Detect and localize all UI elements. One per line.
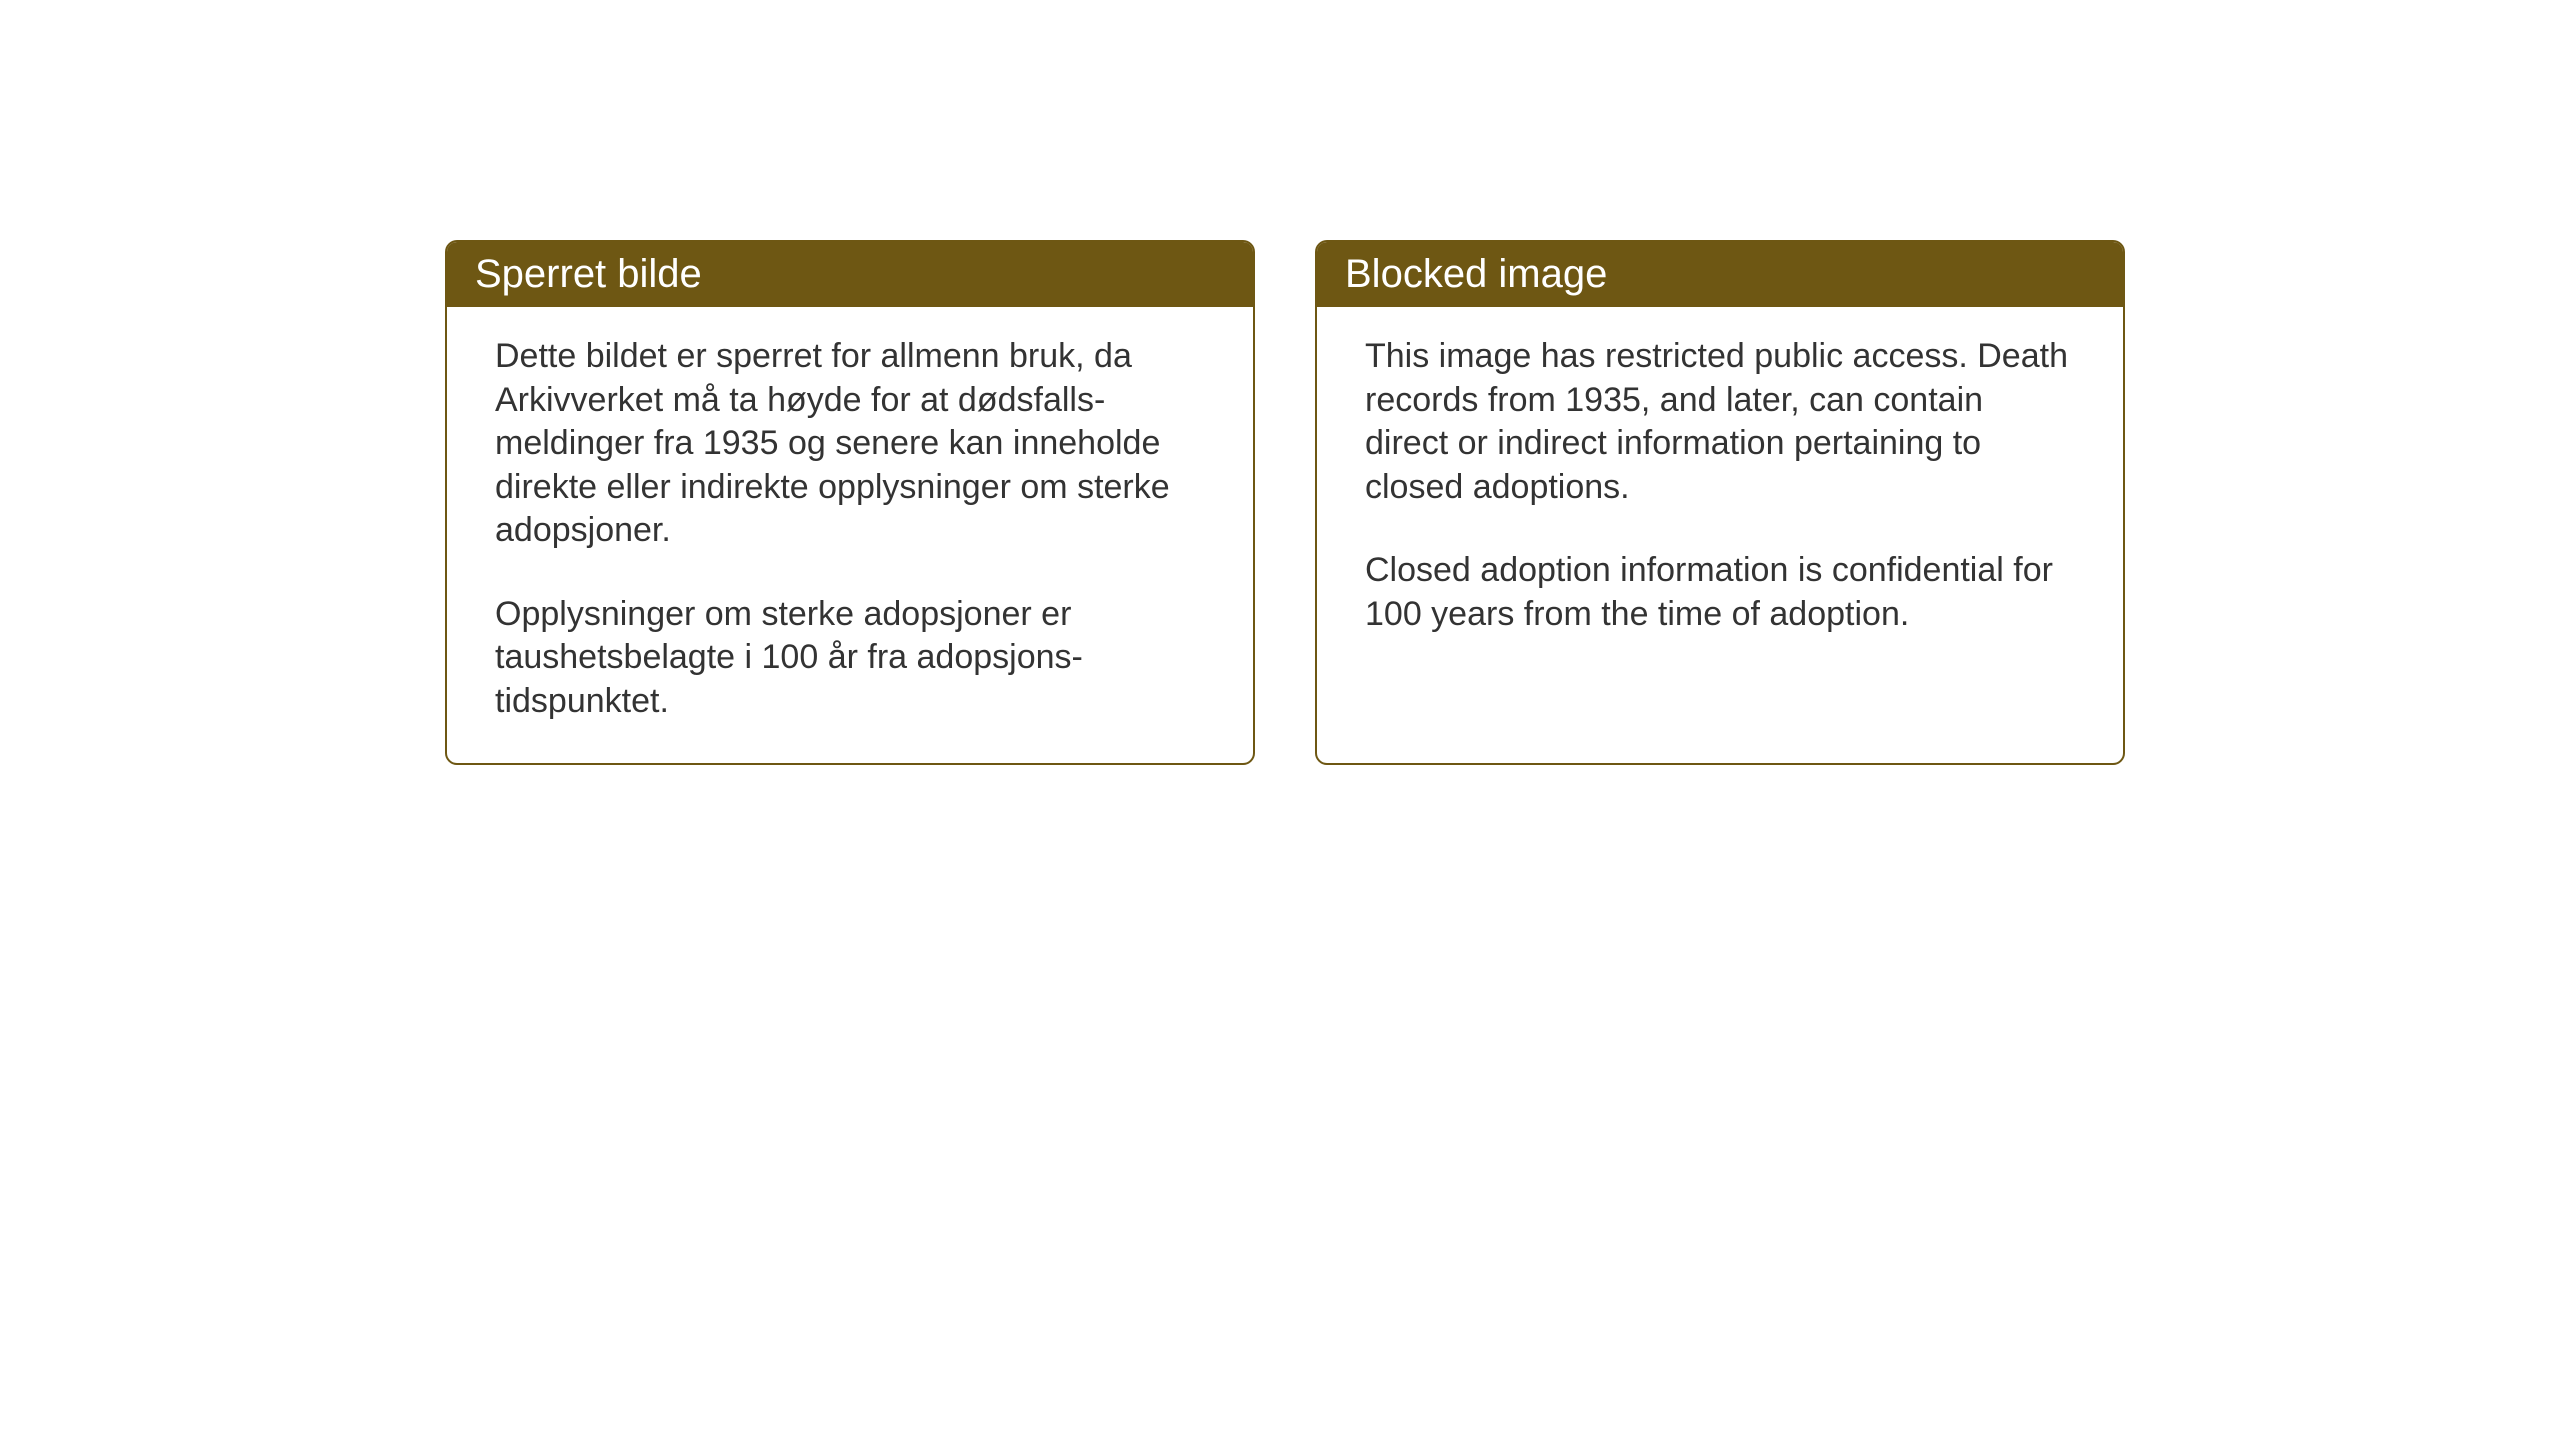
card-english: Blocked image This image has restricted …: [1315, 240, 2125, 765]
card-english-para2: Closed adoption information is confident…: [1365, 549, 2075, 636]
card-english-para1: This image has restricted public access.…: [1365, 335, 2075, 509]
card-norwegian-para2: Opplysninger om sterke adopsjoner er tau…: [495, 593, 1205, 724]
card-english-body: This image has restricted public access.…: [1317, 307, 2123, 747]
cards-container: Sperret bilde Dette bildet er sperret fo…: [445, 240, 2125, 765]
card-norwegian-header: Sperret bilde: [447, 242, 1253, 307]
card-norwegian-para1: Dette bildet er sperret for allmenn bruk…: [495, 335, 1205, 553]
card-english-header: Blocked image: [1317, 242, 2123, 307]
card-norwegian-body: Dette bildet er sperret for allmenn bruk…: [447, 307, 1253, 763]
card-norwegian: Sperret bilde Dette bildet er sperret fo…: [445, 240, 1255, 765]
